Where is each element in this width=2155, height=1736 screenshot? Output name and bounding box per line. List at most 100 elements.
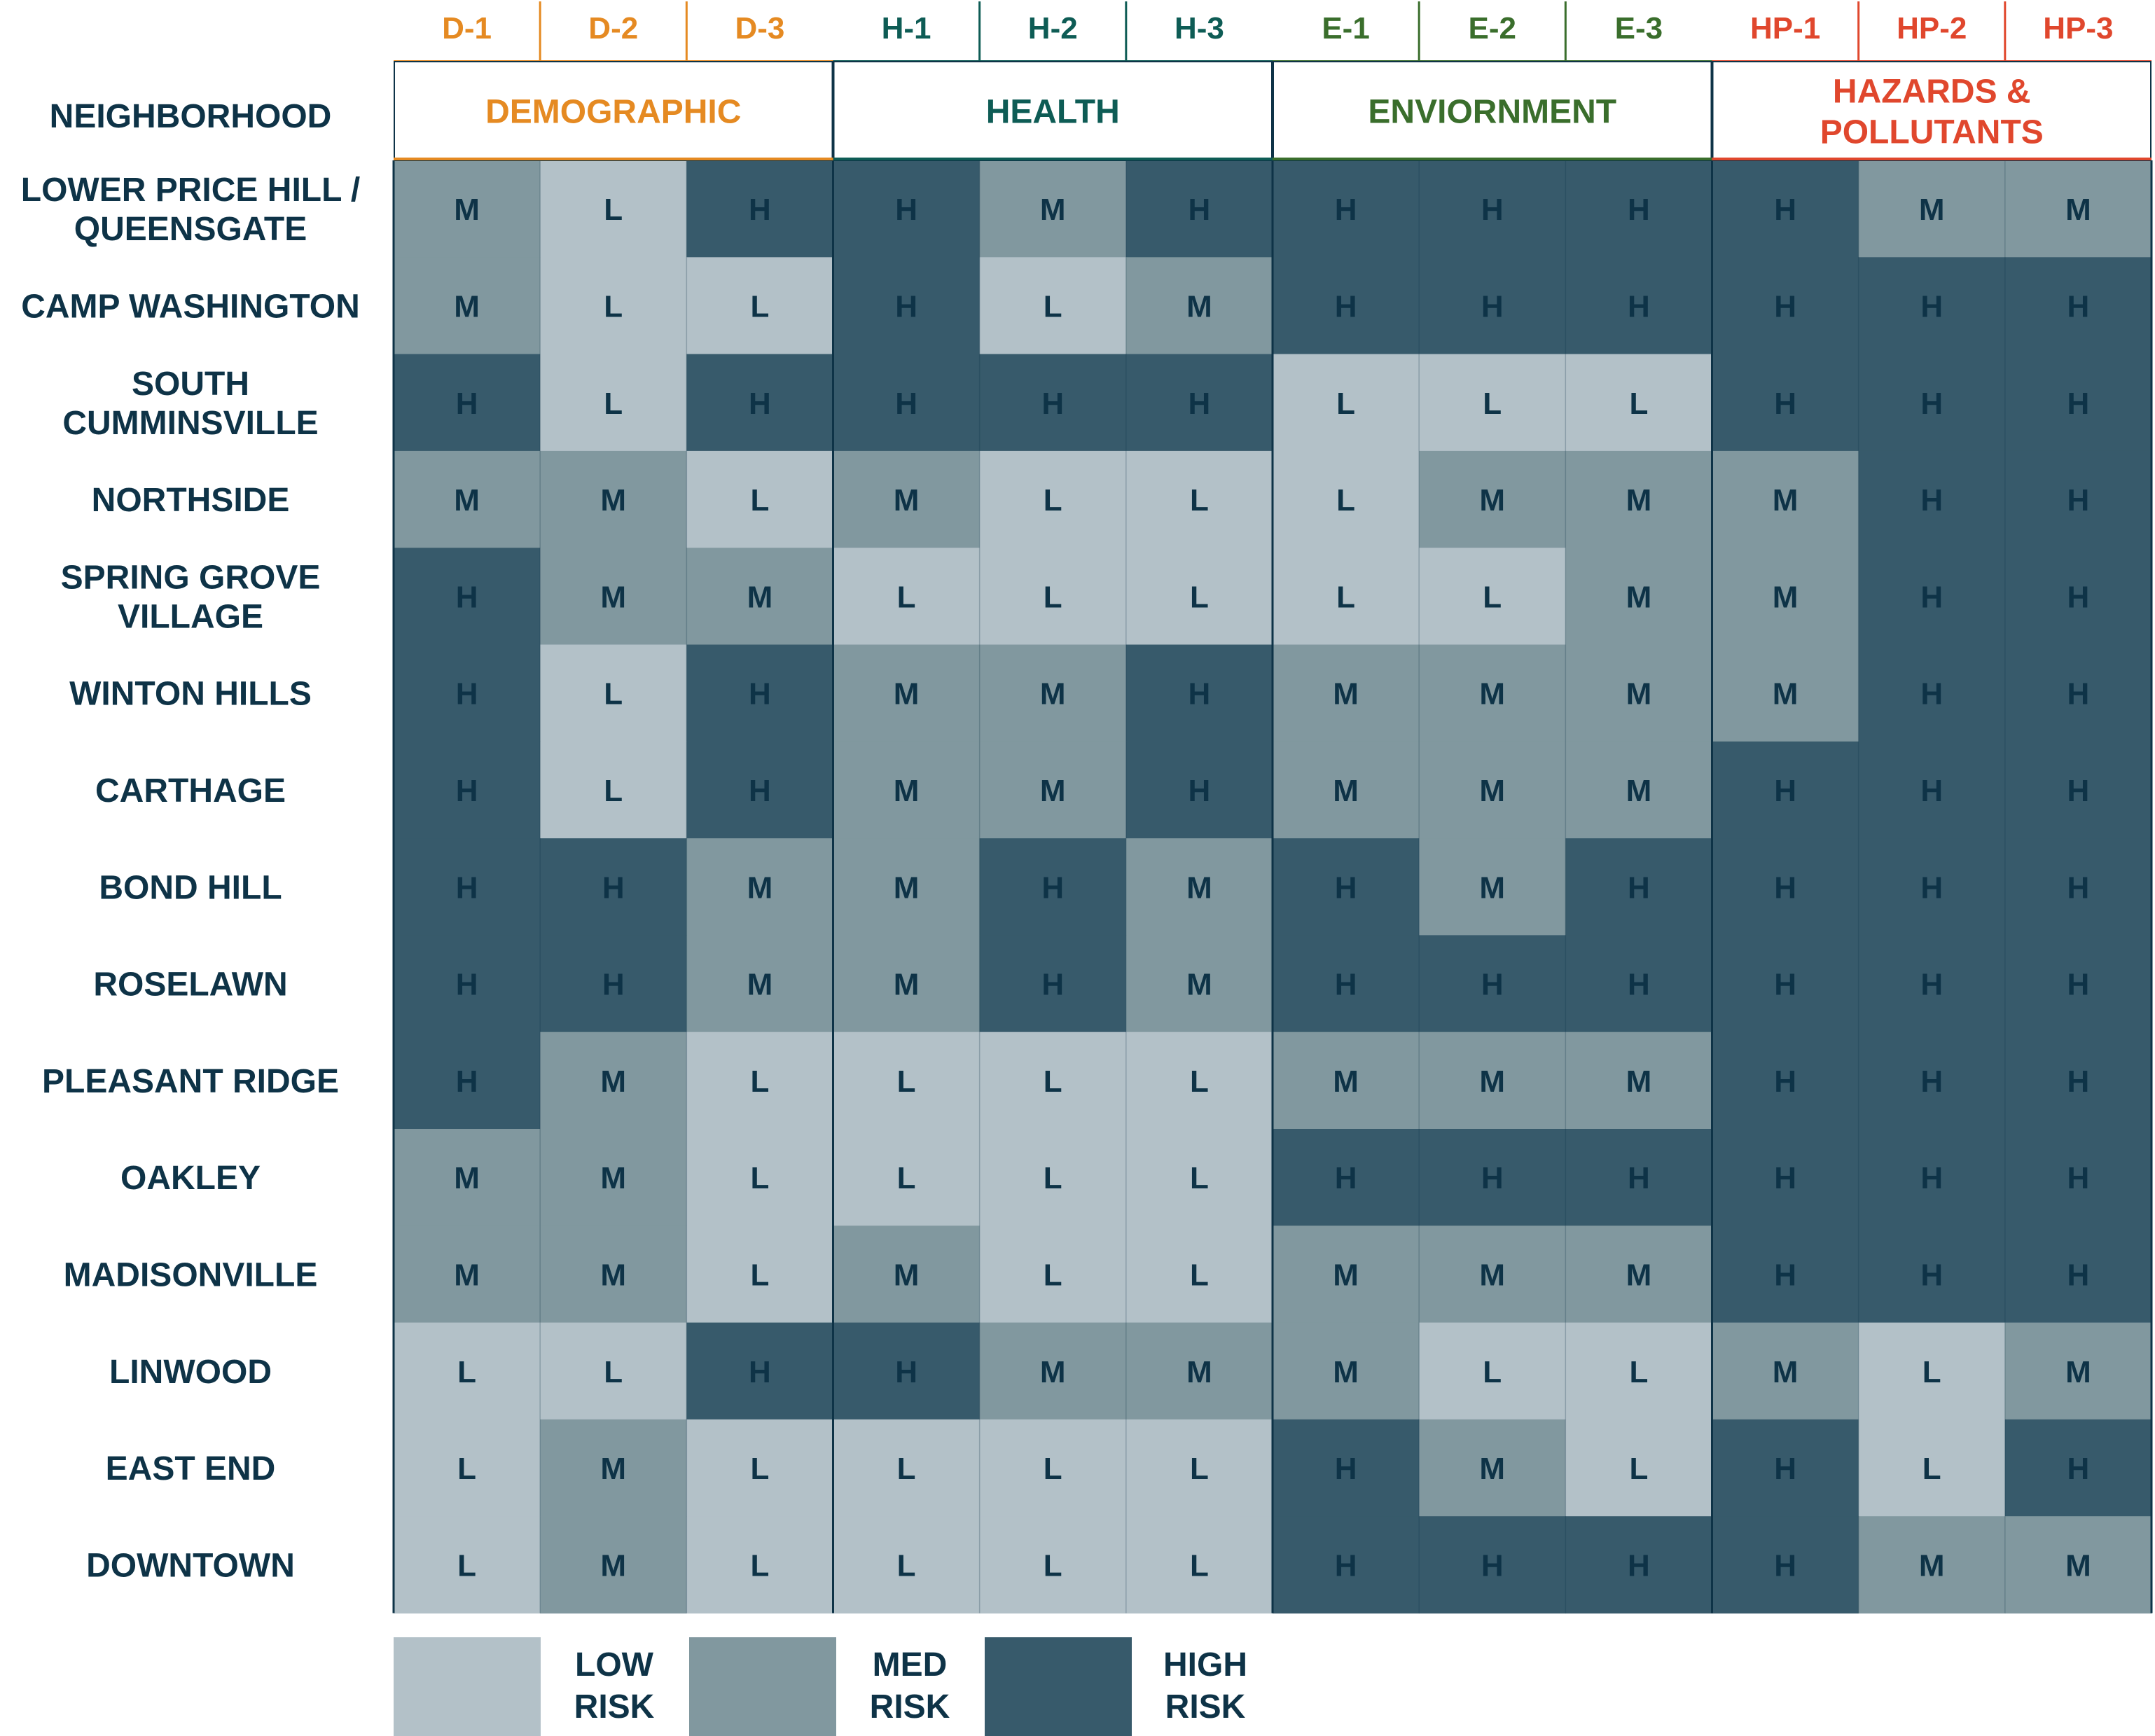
- cell-value: L: [1190, 1452, 1209, 1486]
- row-label: NORTHSIDE: [92, 482, 290, 519]
- heatmap-cell: [394, 1516, 541, 1614]
- cell-value: L: [750, 289, 769, 324]
- heatmap-cell: [1125, 838, 1273, 936]
- heatmap-cell: [1419, 741, 1566, 839]
- cell-value: H: [456, 1064, 478, 1099]
- row-label: BOND HILL: [99, 869, 282, 906]
- heatmap-cell: [1273, 257, 1420, 355]
- cell-value: H: [1920, 870, 1943, 905]
- heatmap-cell: [540, 354, 687, 452]
- cell-value: M: [600, 483, 626, 518]
- cell-value: M: [1186, 1355, 1212, 1389]
- cell-value: H: [456, 870, 478, 905]
- heatmap-cell: [1125, 548, 1273, 646]
- heatmap-cell: [394, 450, 541, 548]
- heatmap-cell: [1712, 354, 1859, 452]
- cell-value: H: [2067, 677, 2090, 711]
- cell-value: H: [1774, 870, 1796, 905]
- row-label: LOWER PRICE HILL / QUEENSGATE: [21, 172, 360, 248]
- heatmap-cell: [686, 1419, 834, 1517]
- cell-value: L: [1044, 1258, 1062, 1292]
- cell-value: H: [1774, 774, 1796, 808]
- cell-value: H: [456, 677, 478, 711]
- cell-value: L: [897, 1548, 916, 1583]
- heatmap-grid: M L H H M H H H H H M M M L L H L M H H H H H H H L H H H H L L L H H H M M L M…: [392, 160, 2153, 1614]
- heatmap-cell: [1273, 1516, 1420, 1614]
- group-title: DEMOGRAPHIC: [485, 94, 741, 131]
- cell-value: M: [1773, 483, 1799, 518]
- legend: LOW RISK MED RISK HIGH RISK: [394, 1637, 1247, 1736]
- cell-value: L: [1190, 580, 1209, 614]
- heatmap-cell: [540, 1516, 687, 1614]
- heatmap-cell: [979, 644, 1127, 742]
- legend-label: LOW RISK: [574, 1646, 655, 1725]
- cell-value: H: [1189, 387, 1211, 421]
- heatmap-cell: [979, 160, 1127, 258]
- heatmap-cell: [540, 935, 687, 1033]
- heatmap-cell: [1565, 1225, 1713, 1324]
- cell-value: M: [600, 1064, 626, 1099]
- column-code-label: D-1: [442, 11, 492, 46]
- cell-value: M: [1773, 1355, 1799, 1389]
- heatmap-cell: [1273, 1322, 1420, 1420]
- cell-value: L: [1190, 1258, 1209, 1292]
- heatmap-cell: [1858, 1225, 2006, 1324]
- heatmap-cell: [2004, 935, 2152, 1033]
- group-header-box: [394, 61, 833, 161]
- cell-value: H: [1774, 1161, 1796, 1195]
- cell-value: L: [1629, 1355, 1648, 1389]
- group-title: HEALTH: [986, 94, 1120, 131]
- cell-value: M: [1479, 677, 1505, 711]
- cell-value: H: [1628, 1161, 1650, 1195]
- heatmap-cell: [1273, 935, 1420, 1033]
- cell-value: H: [2067, 289, 2090, 324]
- cell-value: H: [1335, 1161, 1357, 1195]
- heatmap-cell: [833, 1516, 981, 1614]
- column-code-label: D-3: [735, 11, 784, 46]
- cell-value: M: [1479, 870, 1505, 905]
- heatmap-cell: [686, 1322, 834, 1420]
- group-header-box: [1273, 61, 1712, 161]
- heatmap-cell: [1565, 160, 1713, 258]
- heatmap-cell: [1273, 354, 1420, 452]
- heatmap-cell: [979, 257, 1127, 355]
- heatmap-cell: [2004, 1419, 2152, 1517]
- heatmap-cell: [1858, 1032, 2006, 1130]
- cell-value: H: [1774, 1064, 1796, 1099]
- cell-value: H: [1920, 289, 1943, 324]
- cell-value: H: [1335, 968, 1357, 1002]
- heatmap-cell: [1565, 935, 1713, 1033]
- cell-value: M: [1626, 774, 1652, 808]
- legend-swatch: [689, 1637, 836, 1736]
- heatmap-cell: [1858, 644, 2006, 742]
- cell-value: M: [1626, 580, 1652, 614]
- heatmap-cell: [1419, 838, 1566, 936]
- cell-value: H: [749, 387, 771, 421]
- heatmap-cell: [1125, 1419, 1273, 1517]
- heatmap-cell: [686, 741, 834, 839]
- heatmap-cell: [394, 354, 541, 452]
- cell-value: M: [894, 483, 920, 518]
- column-headers: D-1 D-2 D-3 DEMOGRAPHIC H-1 H-2 H-3 HEALTH E-1 E-…: [50, 1, 2151, 161]
- cell-value: H: [749, 677, 771, 711]
- heatmap-cell: [2004, 1129, 2152, 1226]
- cell-value: H: [1189, 774, 1211, 808]
- cell-value: L: [457, 1452, 476, 1486]
- heatmap-cell: [1712, 450, 1859, 548]
- heatmap-cell: [540, 741, 687, 839]
- cell-value: M: [1919, 193, 1945, 227]
- legend-label: MED RISK: [870, 1646, 950, 1725]
- cell-value: H: [1774, 193, 1796, 227]
- cell-value: H: [2067, 1161, 2090, 1195]
- heatmap-cell: [2004, 1032, 2152, 1130]
- column-code-label: HP-1: [1750, 11, 1820, 46]
- cell-value: H: [2067, 774, 2090, 808]
- cell-value: H: [1481, 1161, 1504, 1195]
- heatmap-cell: [1273, 741, 1420, 839]
- cell-value: L: [1336, 483, 1355, 518]
- heatmap-cell: [394, 257, 541, 355]
- heatmap-cell: [979, 1516, 1127, 1614]
- heatmap-cell: [1858, 1129, 2006, 1226]
- cell-value: L: [1922, 1355, 1941, 1389]
- heatmap-cell: [1565, 1032, 1713, 1130]
